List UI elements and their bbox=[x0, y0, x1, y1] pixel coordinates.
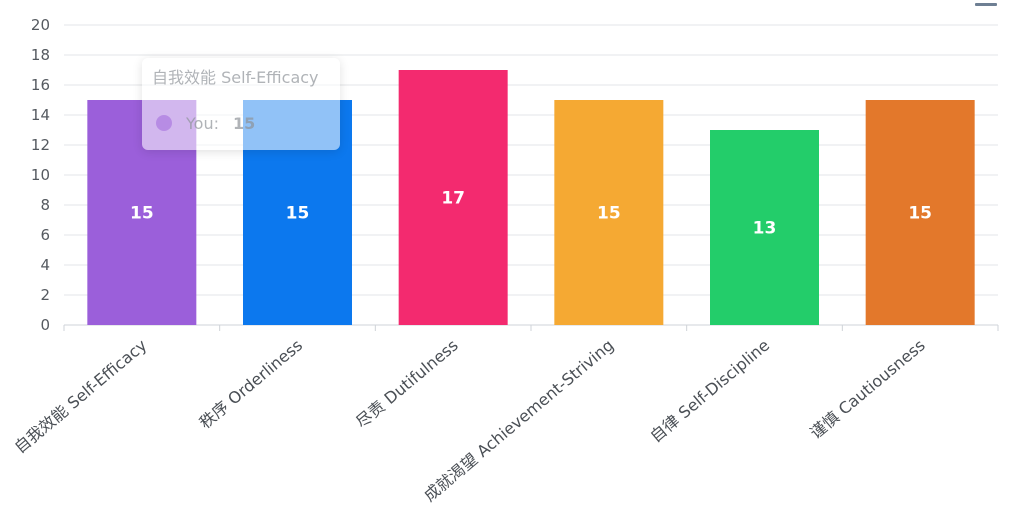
x-tick-label: 秩序 Orderliness bbox=[196, 336, 306, 433]
tooltip-row: You: 15 bbox=[156, 114, 255, 133]
tooltip-title: 自我效能 Self-Efficacy bbox=[152, 68, 319, 87]
tooltip-series-label: You: bbox=[186, 114, 219, 133]
y-tick-label: 0 bbox=[40, 316, 50, 334]
data-label: 17 bbox=[441, 189, 465, 209]
bar bbox=[865, 100, 975, 325]
tooltip-value: 15 bbox=[232, 114, 256, 133]
x-tick-label: 自律 Self-Discipline bbox=[646, 336, 773, 447]
menu-icon[interactable] bbox=[975, 3, 997, 6]
y-tick-label: 8 bbox=[40, 196, 50, 214]
data-label: 15 bbox=[286, 204, 310, 224]
y-tick-label: 12 bbox=[31, 136, 50, 154]
data-label: 15 bbox=[130, 204, 154, 224]
y-tick-label: 18 bbox=[31, 46, 50, 64]
x-tick-label: 成就渴望 Achievement-Striving bbox=[420, 336, 617, 506]
y-tick-label: 10 bbox=[31, 166, 50, 184]
y-tick-label: 2 bbox=[40, 286, 50, 304]
y-tick-label: 6 bbox=[40, 226, 50, 244]
bar bbox=[554, 100, 664, 325]
y-tick-label: 4 bbox=[40, 256, 50, 274]
tooltip: 自我效能 Self-Efficacy You: 15 bbox=[142, 58, 340, 150]
bar bbox=[710, 130, 819, 325]
x-tick-label: 尽责 Dutifulness bbox=[352, 336, 462, 432]
tooltip-series-dot bbox=[156, 115, 172, 131]
y-tick-label: 20 bbox=[31, 16, 50, 34]
data-label: 15 bbox=[597, 204, 621, 224]
y-tick-label: 16 bbox=[31, 76, 50, 94]
y-tick-label: 14 bbox=[31, 106, 50, 124]
data-label: 15 bbox=[908, 204, 932, 224]
bar bbox=[398, 70, 508, 325]
data-label: 13 bbox=[753, 219, 777, 239]
x-tick-label: 谨慎 Cautiousness bbox=[806, 336, 928, 443]
x-tick-label: 自我效能 Self-Efficacy bbox=[11, 336, 151, 458]
